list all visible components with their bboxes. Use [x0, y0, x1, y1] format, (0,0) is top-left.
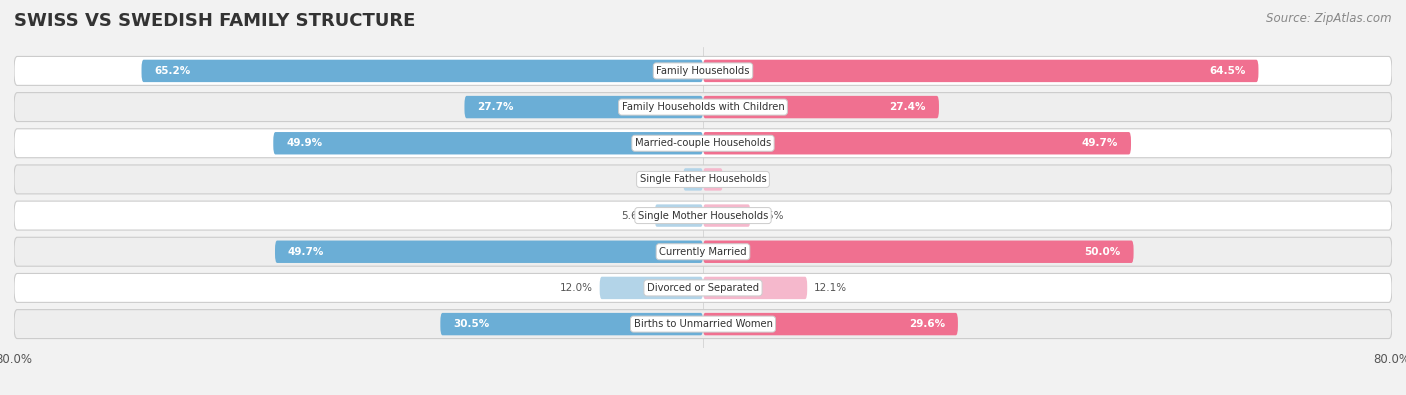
Text: 2.3%: 2.3%	[730, 175, 756, 184]
FancyBboxPatch shape	[14, 201, 1392, 230]
FancyBboxPatch shape	[14, 129, 1392, 158]
Text: 5.6%: 5.6%	[621, 211, 648, 220]
FancyBboxPatch shape	[14, 56, 1392, 85]
Text: Currently Married: Currently Married	[659, 247, 747, 257]
FancyBboxPatch shape	[703, 241, 1133, 263]
Text: 49.9%: 49.9%	[287, 138, 322, 148]
Text: 5.5%: 5.5%	[758, 211, 783, 220]
Text: 30.5%: 30.5%	[453, 319, 489, 329]
Text: 64.5%: 64.5%	[1209, 66, 1246, 76]
Text: Family Households with Children: Family Households with Children	[621, 102, 785, 112]
Text: 12.0%: 12.0%	[560, 283, 593, 293]
FancyBboxPatch shape	[683, 168, 703, 191]
Text: 27.7%: 27.7%	[478, 102, 513, 112]
Text: 2.3%: 2.3%	[650, 175, 676, 184]
FancyBboxPatch shape	[14, 165, 1392, 194]
FancyBboxPatch shape	[655, 204, 703, 227]
FancyBboxPatch shape	[276, 241, 703, 263]
FancyBboxPatch shape	[142, 60, 703, 82]
Text: SWISS VS SWEDISH FAMILY STRUCTURE: SWISS VS SWEDISH FAMILY STRUCTURE	[14, 12, 415, 30]
Text: 65.2%: 65.2%	[155, 66, 191, 76]
FancyBboxPatch shape	[14, 237, 1392, 266]
FancyBboxPatch shape	[703, 204, 751, 227]
FancyBboxPatch shape	[599, 277, 703, 299]
Text: Single Mother Households: Single Mother Households	[638, 211, 768, 220]
FancyBboxPatch shape	[703, 96, 939, 118]
FancyBboxPatch shape	[703, 168, 723, 191]
Text: 50.0%: 50.0%	[1084, 247, 1121, 257]
FancyBboxPatch shape	[703, 132, 1130, 154]
FancyBboxPatch shape	[14, 92, 1392, 122]
Text: 49.7%: 49.7%	[1081, 138, 1118, 148]
Text: 27.4%: 27.4%	[890, 102, 927, 112]
Text: 12.1%: 12.1%	[814, 283, 848, 293]
FancyBboxPatch shape	[703, 277, 807, 299]
FancyBboxPatch shape	[440, 313, 703, 335]
FancyBboxPatch shape	[14, 273, 1392, 303]
FancyBboxPatch shape	[273, 132, 703, 154]
Text: Divorced or Separated: Divorced or Separated	[647, 283, 759, 293]
Text: Source: ZipAtlas.com: Source: ZipAtlas.com	[1267, 12, 1392, 25]
Text: 29.6%: 29.6%	[908, 319, 945, 329]
Text: Births to Unmarried Women: Births to Unmarried Women	[634, 319, 772, 329]
FancyBboxPatch shape	[703, 60, 1258, 82]
Text: Married-couple Households: Married-couple Households	[636, 138, 770, 148]
Text: 49.7%: 49.7%	[288, 247, 325, 257]
FancyBboxPatch shape	[14, 310, 1392, 339]
Text: Single Father Households: Single Father Households	[640, 175, 766, 184]
Text: Family Households: Family Households	[657, 66, 749, 76]
FancyBboxPatch shape	[464, 96, 703, 118]
FancyBboxPatch shape	[703, 313, 957, 335]
